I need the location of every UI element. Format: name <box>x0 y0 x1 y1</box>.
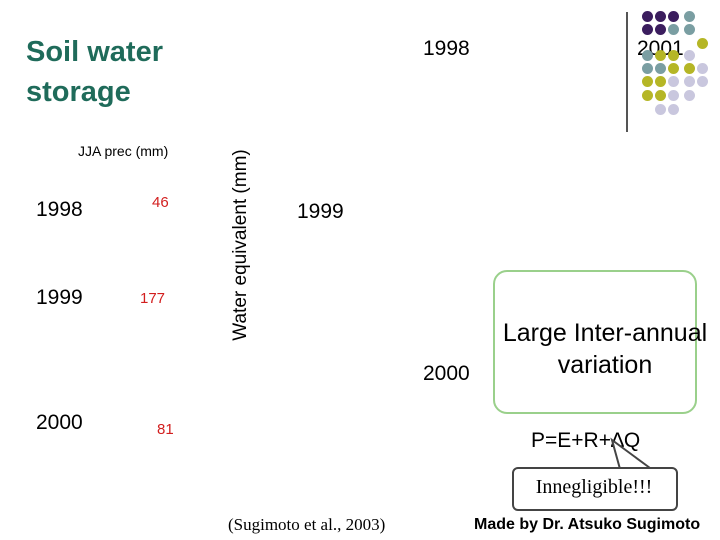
dot-icon <box>642 63 653 74</box>
citation: (Sugimoto et al., 2003) <box>228 515 386 534</box>
plot-label-1999: 1999 <box>297 200 344 223</box>
jja-prec-1998: 46 <box>152 194 169 211</box>
plot-label-2000: 2000 <box>423 362 470 385</box>
dot-icon <box>655 24 666 35</box>
dot-icon <box>668 63 679 74</box>
page-title: Soil water storage <box>26 36 163 108</box>
jja-year-2000: 2000 <box>36 411 83 434</box>
author-credit: Made by Dr. Atsuko Sugimoto <box>474 516 701 533</box>
dot-icon <box>668 76 679 87</box>
callout-text: Large Inter-annual variation <box>502 319 708 379</box>
dot-icon <box>684 63 695 74</box>
dot-icon <box>668 24 679 35</box>
dot-icon <box>655 11 666 22</box>
dot-icon <box>697 38 708 49</box>
dot-icon <box>684 11 695 22</box>
dot-icon <box>684 24 695 35</box>
dot-icon <box>642 11 653 22</box>
y-axis-label: Water equivalent (mm) <box>230 149 251 341</box>
dot-icon <box>655 104 666 115</box>
dot-icon <box>655 76 666 87</box>
speech-bubble-text: Innegligible!!! <box>535 476 653 498</box>
dot-icon <box>684 50 695 61</box>
callout-box <box>493 270 697 414</box>
dot-icon <box>697 63 708 74</box>
plot-label-1998: 1998 <box>423 37 470 60</box>
jja-table-header: JJA prec (mm) <box>78 143 169 159</box>
dot-icon <box>668 50 679 61</box>
jja-prec-2000: 81 <box>157 421 174 438</box>
jja-prec-1999: 177 <box>140 290 166 307</box>
dot-icon <box>642 24 653 35</box>
decorative-divider-line <box>626 12 628 132</box>
dot-icon <box>684 90 695 101</box>
dot-icon <box>642 76 653 87</box>
speech-bubble <box>512 467 678 511</box>
dot-icon <box>655 90 666 101</box>
jja-year-1998: 1998 <box>36 198 83 221</box>
dot-icon <box>642 90 653 101</box>
dot-icon <box>668 11 679 22</box>
dot-icon <box>684 76 695 87</box>
dot-icon <box>655 50 666 61</box>
speech-bubble-pointer <box>610 437 651 470</box>
dot-icon <box>697 76 708 87</box>
dot-icon <box>655 63 666 74</box>
dot-icon <box>642 50 653 61</box>
dot-icon <box>668 90 679 101</box>
dot-icon <box>668 104 679 115</box>
jja-year-1999: 1999 <box>36 286 83 309</box>
